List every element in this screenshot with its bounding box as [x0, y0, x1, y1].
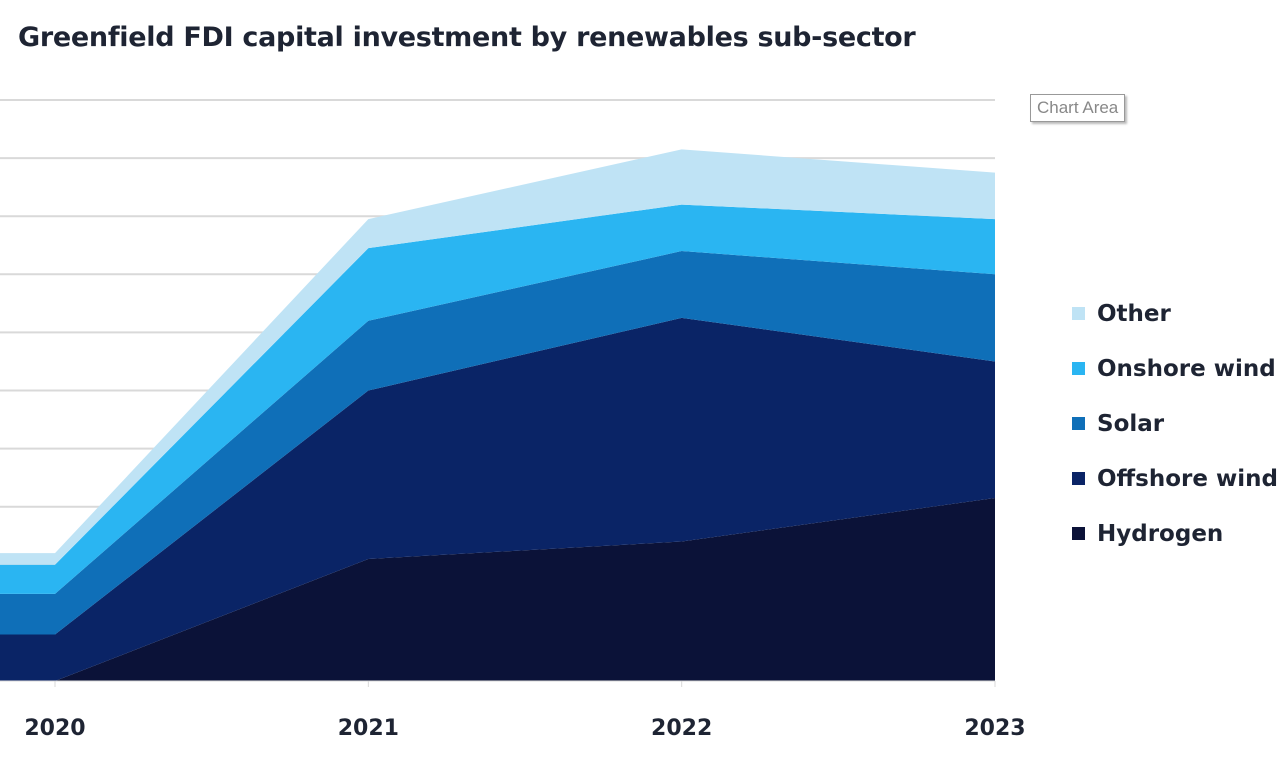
area-other[interactable]: [0, 149, 995, 565]
x-axis: 2020 2021 2022 2023: [24, 681, 1026, 741]
legend: Other Onshore wind Solar Offshore wind Hydro…: [1072, 286, 1278, 561]
legend-label: Onshore wind: [1097, 355, 1276, 382]
area-series: [0, 149, 995, 682]
x-tick-label: 2023: [964, 716, 1025, 741]
legend-label: Other: [1097, 300, 1171, 327]
legend-label: Hydrogen: [1097, 520, 1224, 547]
chart-area-tooltip: Chart Area: [1030, 94, 1126, 122]
legend-item[interactable]: Hydrogen: [1072, 506, 1278, 561]
legend-swatch: [1072, 362, 1085, 375]
legend-item[interactable]: Other: [1072, 286, 1278, 341]
area-solar[interactable]: [0, 251, 995, 635]
x-tick-label: 2021: [338, 716, 399, 741]
legend-swatch: [1072, 527, 1085, 540]
legend-label: Solar: [1097, 410, 1165, 437]
legend-item[interactable]: Onshore wind: [1072, 341, 1278, 396]
x-tick-label: 2020: [24, 716, 85, 741]
area-onshore-wind[interactable]: [0, 204, 995, 594]
chart-title: Greenfield FDI capital investment by ren…: [18, 22, 916, 53]
legend-swatch: [1072, 417, 1085, 430]
area-hydrogen[interactable]: [0, 497, 995, 681]
area-offshore-wind[interactable]: [0, 317, 995, 681]
legend-item[interactable]: Offshore wind: [1072, 451, 1278, 506]
legend-swatch: [1072, 307, 1085, 320]
legend-swatch: [1072, 472, 1085, 485]
legend-label: Offshore wind: [1097, 465, 1278, 492]
legend-item[interactable]: Solar: [1072, 396, 1278, 451]
x-tick-label: 2022: [651, 716, 712, 741]
